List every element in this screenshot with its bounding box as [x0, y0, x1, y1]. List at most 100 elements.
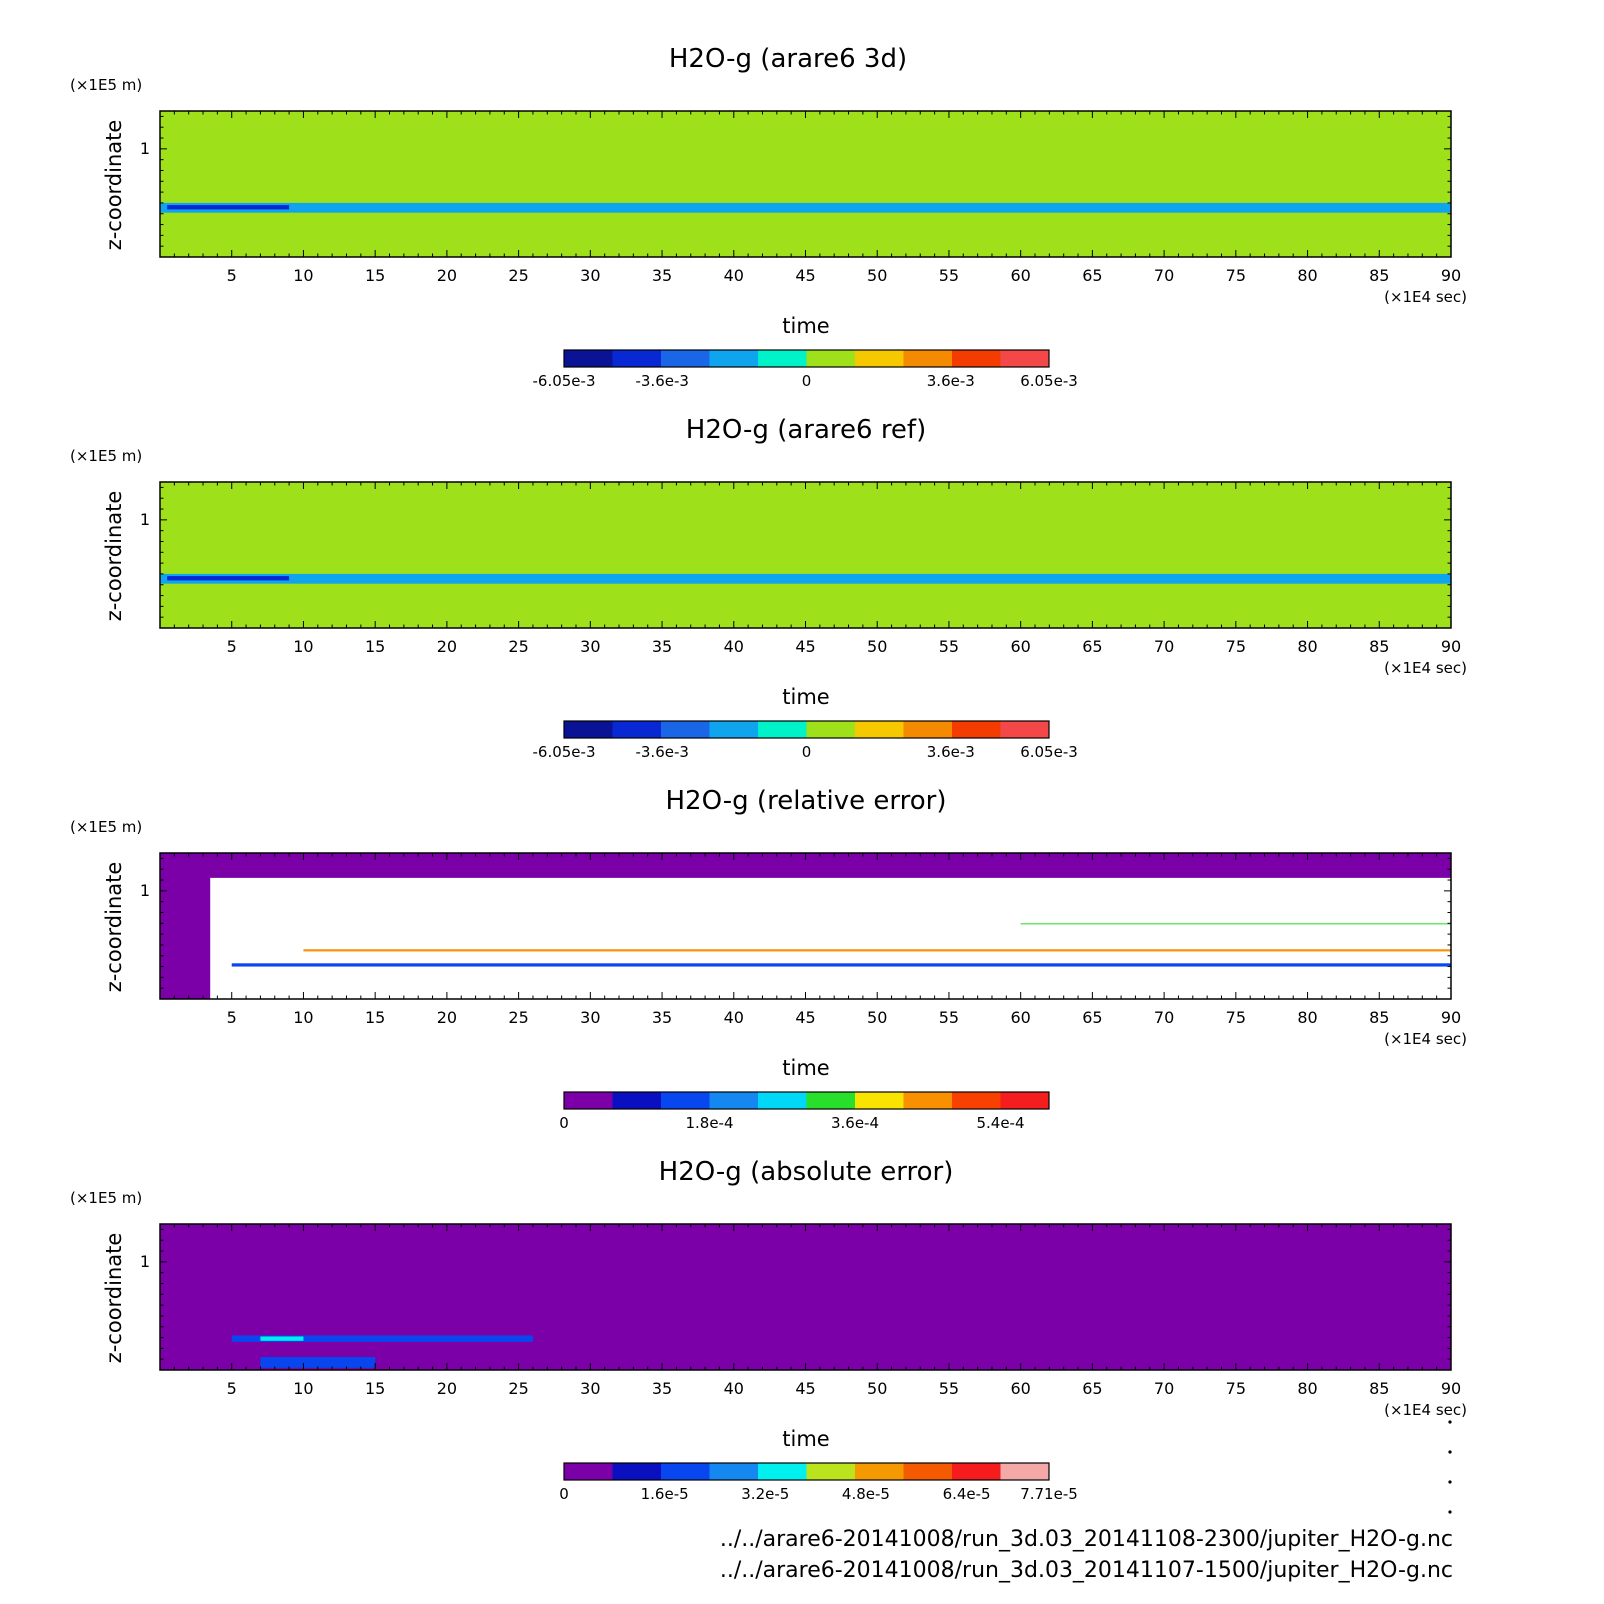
x-tick-label: 85 — [1369, 637, 1389, 656]
x-tick-label: 90 — [1441, 1379, 1461, 1398]
colorbar-frame — [563, 1462, 1050, 1481]
colorbar-segment — [1000, 1092, 1050, 1109]
x-tick-label: 60 — [1010, 266, 1030, 285]
x-unit-label: (×1E4 sec) — [1384, 288, 1467, 306]
field-band — [167, 205, 290, 210]
x-tick-label: 90 — [1441, 1008, 1461, 1027]
x-tick-label: 80 — [1297, 266, 1317, 285]
x-tick-label: 25 — [508, 1008, 528, 1027]
colorbar-segment — [855, 350, 904, 367]
y-tick-label: 1 — [140, 510, 150, 529]
y-axis-label: z-coordinate — [102, 862, 126, 993]
colorbar-segment — [758, 1463, 807, 1480]
x-tick-label: 5 — [227, 266, 237, 285]
x-tick-label: 5 — [227, 1379, 237, 1398]
colorbar-segment — [564, 1092, 613, 1109]
x-tick-label: 70 — [1154, 637, 1174, 656]
colorbar-label: 4.8e-5 — [842, 1485, 890, 1503]
colorbar-segment — [709, 350, 759, 367]
field-band — [346, 168, 1451, 173]
x-unit-label: (×1E4 sec) — [1384, 1030, 1467, 1048]
y-unit-label: (×1E5 m) — [70, 447, 142, 465]
colorbar-segment — [758, 1092, 807, 1109]
x-tick-label: 80 — [1297, 637, 1317, 656]
x-tick-label: 30 — [580, 266, 600, 285]
colorbar-segment — [952, 721, 1001, 738]
colorbar-segment — [952, 350, 1001, 367]
field-band — [303, 513, 1451, 517]
panel-title: H2O-g (relative error) — [666, 786, 947, 816]
x-tick-label: 55 — [939, 266, 959, 285]
colorbar-label: -6.05e-3 — [533, 372, 596, 390]
field-band — [160, 202, 1451, 213]
colorbar-label: 3.6e-4 — [831, 1114, 879, 1132]
x-tick-label: 15 — [365, 1008, 385, 1027]
x-tick-label: 50 — [867, 1008, 887, 1027]
x-tick-label: 60 — [1010, 637, 1030, 656]
colorbar-segment — [661, 721, 710, 738]
x-tick-label: 20 — [437, 1008, 457, 1027]
colorbar-segment — [612, 1092, 662, 1109]
colorbar-label: 3.2e-5 — [741, 1485, 789, 1503]
x-tick-label: 45 — [795, 266, 815, 285]
colorbar-frame — [563, 720, 1050, 739]
field-band — [303, 949, 1451, 952]
x-tick-label: 75 — [1226, 1008, 1246, 1027]
colorbar-segment — [661, 1463, 710, 1480]
marker-dot — [1448, 1510, 1452, 1514]
x-tick-label: 30 — [580, 1008, 600, 1027]
x-tick-label: 90 — [1441, 266, 1461, 285]
x-tick-label: 85 — [1369, 266, 1389, 285]
field-band — [303, 142, 1451, 146]
x-tick-label: 40 — [724, 1379, 744, 1398]
x-tick-label: 5 — [227, 1008, 237, 1027]
y-axis-label: z-coordinate — [102, 491, 126, 622]
x-tick-label: 80 — [1297, 1379, 1317, 1398]
panel-title: H2O-g (absolute error) — [659, 1157, 954, 1187]
x-tick-label: 50 — [867, 1379, 887, 1398]
plot-background — [160, 1224, 1451, 1370]
colorbar-segment — [709, 1463, 759, 1480]
x-tick-label: 30 — [580, 1379, 600, 1398]
colorbar-label: 0 — [802, 743, 812, 761]
x-tick-label: 35 — [652, 1379, 672, 1398]
x-tick-label: 20 — [437, 1379, 457, 1398]
colorbar-label: 7.71e-5 — [1020, 1485, 1078, 1503]
x-tick-label: 65 — [1082, 1379, 1102, 1398]
y-unit-label: (×1E5 m) — [70, 76, 142, 94]
colorbar-segment — [806, 721, 856, 738]
x-tick-label: 70 — [1154, 1379, 1174, 1398]
x-tick-label: 15 — [365, 1379, 385, 1398]
x-tick-label: 35 — [652, 637, 672, 656]
colorbar-segment — [855, 1463, 904, 1480]
colorbar-segment — [903, 1463, 953, 1480]
x-tick-label: 20 — [437, 266, 457, 285]
colorbar-segment — [952, 1463, 1001, 1480]
field-band — [160, 853, 211, 999]
colorbar-segment — [564, 721, 613, 738]
x-axis-label: time — [782, 1427, 829, 1451]
colorbar-segment — [903, 350, 953, 367]
marker-dot — [1448, 1450, 1452, 1454]
field-band — [160, 613, 232, 628]
x-unit-label: (×1E4 sec) — [1384, 1401, 1467, 1419]
x-tick-label: 25 — [508, 637, 528, 656]
colorbar-frame — [563, 349, 1050, 368]
colorbar-label: 1.8e-4 — [685, 1114, 733, 1132]
colorbar-label: 0 — [802, 372, 812, 390]
x-tick-label: 45 — [795, 1008, 815, 1027]
x-tick-label: 60 — [1010, 1008, 1030, 1027]
x-tick-label: 65 — [1082, 266, 1102, 285]
colorbar-segment — [758, 350, 807, 367]
marker-dot — [1448, 1420, 1452, 1424]
field-band — [1020, 923, 1451, 925]
x-axis-label: time — [782, 685, 829, 709]
colorbar-segment — [612, 350, 662, 367]
x-tick-label: 40 — [724, 266, 744, 285]
y-axis-label: z-coordinate — [102, 120, 126, 251]
x-tick-label: 10 — [293, 1379, 313, 1398]
x-tick-label: 10 — [293, 637, 313, 656]
colorbar-label: 1.6e-5 — [641, 1485, 689, 1503]
x-tick-label: 15 — [365, 266, 385, 285]
colorbar-segment — [1000, 350, 1050, 367]
